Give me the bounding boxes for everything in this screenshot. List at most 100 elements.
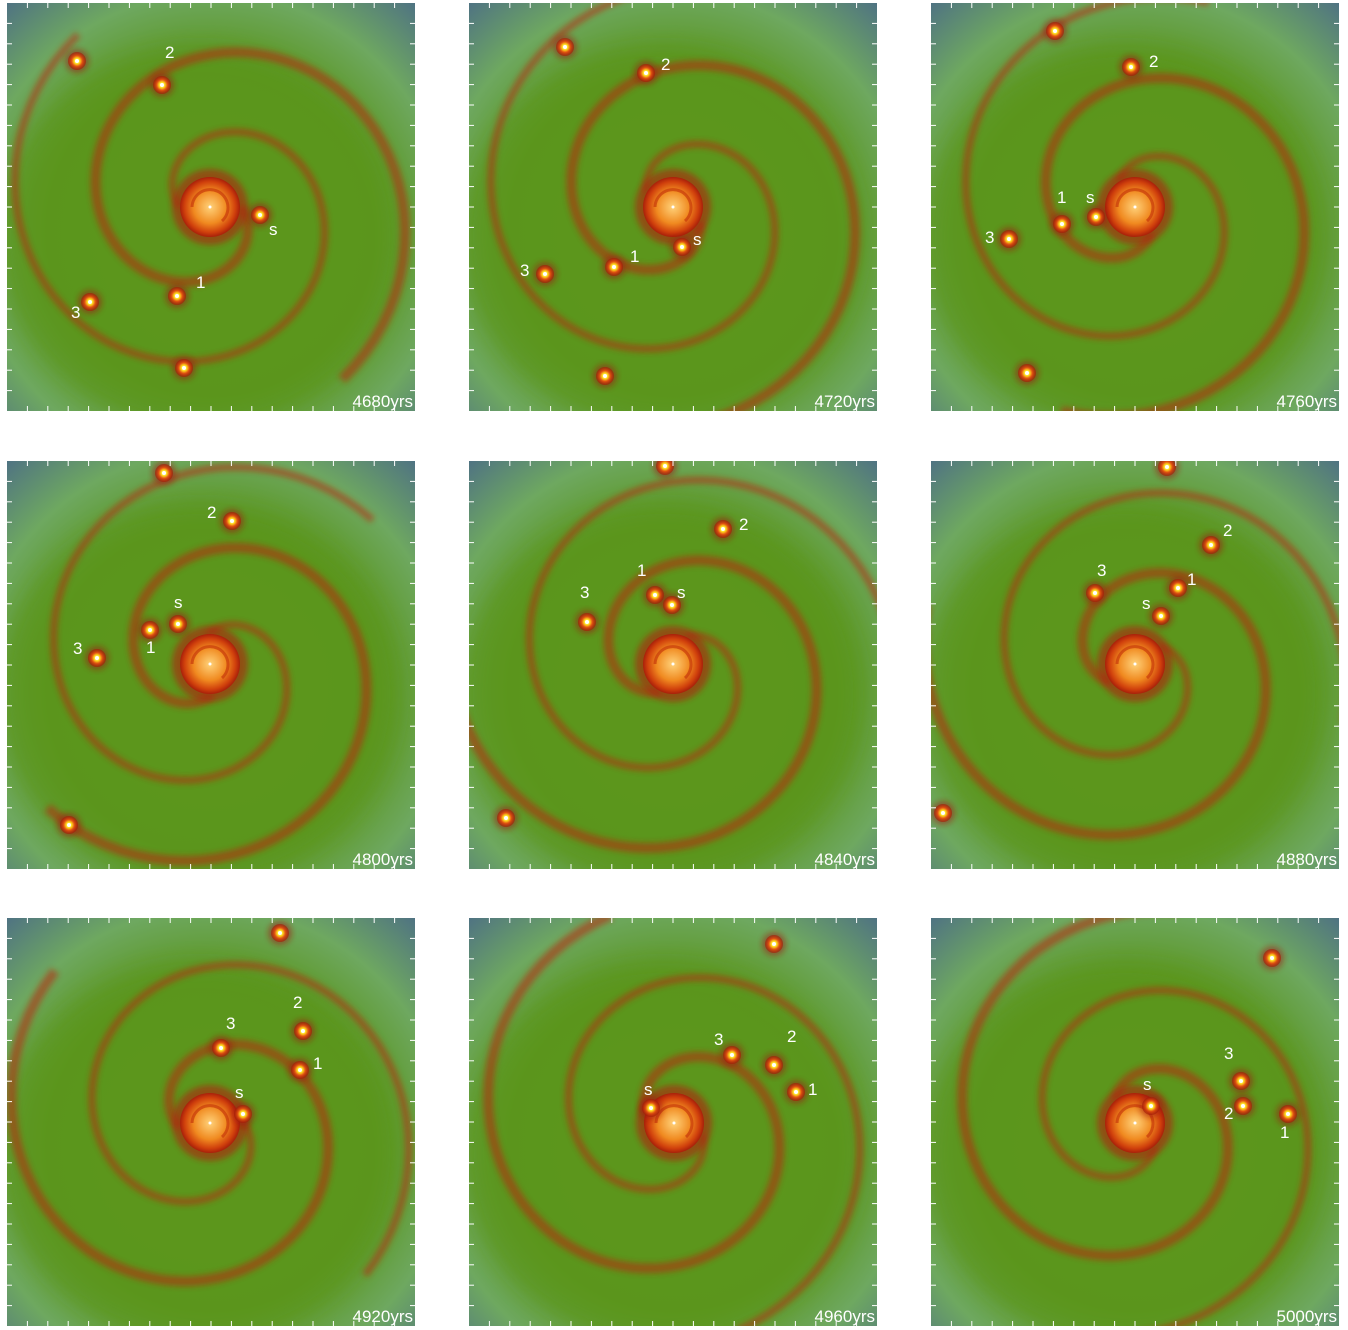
fragment-label: s bbox=[174, 593, 183, 612]
fragment-label: 3 bbox=[520, 261, 529, 280]
fragment-label: s bbox=[1086, 188, 1095, 207]
central-star bbox=[673, 1122, 676, 1125]
fragment-label: 3 bbox=[1224, 1044, 1233, 1063]
clump-core bbox=[182, 366, 186, 370]
clump-core bbox=[75, 59, 79, 63]
clump-core bbox=[1093, 591, 1097, 595]
fragment-label: 3 bbox=[71, 303, 80, 322]
clump-core bbox=[941, 811, 945, 815]
central-star bbox=[1134, 1122, 1137, 1125]
clump-core bbox=[721, 527, 725, 531]
clump-core bbox=[1270, 956, 1274, 960]
panel-content bbox=[0, 421, 455, 909]
clump-core bbox=[219, 1046, 223, 1050]
time-label: 4880yrs bbox=[1277, 850, 1337, 869]
clump-core bbox=[88, 300, 92, 304]
fragment-label: s bbox=[269, 220, 278, 239]
clump-core bbox=[794, 1090, 798, 1094]
central-star bbox=[209, 206, 212, 209]
fragment-label: 1 bbox=[196, 273, 205, 292]
clump-core bbox=[563, 45, 567, 49]
time-label: 4720yrs bbox=[815, 392, 875, 411]
fragment-label: s bbox=[644, 1080, 653, 1099]
clump-core bbox=[1286, 1112, 1290, 1116]
clump-core bbox=[241, 1112, 245, 1116]
central-star bbox=[209, 663, 212, 666]
clump-core bbox=[603, 374, 607, 378]
time-label: 4840yrs bbox=[815, 850, 875, 869]
clump-core bbox=[649, 1106, 653, 1110]
clump-core bbox=[730, 1053, 734, 1057]
simulation-panel: 2 s 1 3 4720yrs bbox=[429, 0, 917, 451]
clump-core bbox=[1053, 29, 1057, 33]
fragment-label: s bbox=[693, 230, 702, 249]
clump-core bbox=[1239, 1079, 1243, 1083]
fragment-label: 1 bbox=[808, 1080, 817, 1099]
fragment-label: 2 bbox=[787, 1027, 796, 1046]
central-star bbox=[1134, 663, 1137, 666]
panel-content bbox=[891, 0, 1348, 451]
time-label: 4680yrs bbox=[353, 392, 413, 411]
time-label: 4800yrs bbox=[353, 850, 413, 869]
central-star bbox=[209, 1122, 212, 1125]
fragment-label: 3 bbox=[714, 1030, 723, 1049]
simulation-panel: 2 1 s 3 4760yrs bbox=[891, 0, 1348, 451]
fragment-label: 1 bbox=[1057, 188, 1066, 207]
fragment-label: 3 bbox=[985, 228, 994, 247]
clump-core bbox=[644, 71, 648, 75]
clump-core bbox=[175, 294, 179, 298]
fragment-label: s bbox=[1142, 594, 1151, 613]
clump-core bbox=[1025, 371, 1029, 375]
clump-core bbox=[772, 1063, 776, 1067]
fragment-label: 2 bbox=[207, 503, 216, 522]
clump-core bbox=[504, 816, 508, 820]
clump-core bbox=[680, 245, 684, 249]
clump-core bbox=[543, 272, 547, 276]
clump-core bbox=[176, 622, 180, 626]
clump-core bbox=[1129, 65, 1133, 69]
figure: 2 s 1 3 4680yrs 2 s 1 3 4720yrs 2 1 s 3 4760yrs 2 s 1 3 480… bbox=[0, 0, 1348, 1330]
fragment-label: 1 bbox=[630, 247, 639, 266]
clump-core bbox=[772, 942, 776, 946]
clump-core bbox=[148, 628, 152, 632]
fragment-label: 3 bbox=[226, 1014, 235, 1033]
clump-core bbox=[1149, 1104, 1153, 1108]
clump-core bbox=[1060, 222, 1064, 226]
clump-core bbox=[1094, 215, 1098, 219]
clump-core bbox=[67, 823, 71, 827]
fragment-label: 1 bbox=[1280, 1123, 1289, 1142]
time-label: 4760yrs bbox=[1277, 392, 1337, 411]
clump-core bbox=[1241, 1104, 1245, 1108]
clump-core bbox=[301, 1029, 305, 1033]
fragment-label: s bbox=[1143, 1075, 1152, 1094]
clump-core bbox=[1159, 614, 1163, 618]
time-label: 5000yrs bbox=[1277, 1307, 1337, 1326]
fragment-label: 1 bbox=[637, 561, 646, 580]
panel-content bbox=[429, 878, 917, 1330]
clump-core bbox=[160, 83, 164, 87]
clump-core bbox=[258, 213, 262, 217]
clump-core bbox=[230, 519, 234, 523]
clump-core bbox=[278, 931, 282, 935]
clump-core bbox=[1165, 465, 1169, 469]
fragment-label: 2 bbox=[1149, 52, 1158, 71]
clump-core bbox=[612, 265, 616, 269]
fragment-label: 2 bbox=[661, 55, 670, 74]
fragment-label: 2 bbox=[739, 515, 748, 534]
central-star bbox=[672, 663, 675, 666]
fragment-label: 1 bbox=[146, 638, 155, 657]
fragment-label: 2 bbox=[1223, 521, 1232, 540]
fragment-label: s bbox=[235, 1083, 244, 1102]
clump-core bbox=[1209, 543, 1213, 547]
clump-core bbox=[663, 464, 667, 468]
simulation-panel: 2 3 1 s 4920yrs bbox=[0, 878, 455, 1330]
central-star bbox=[1134, 206, 1137, 209]
fragment-label: 2 bbox=[293, 993, 302, 1012]
time-label: 4920yrs bbox=[353, 1307, 413, 1326]
simulation-panel: 21s34840yrs bbox=[429, 421, 917, 909]
fragment-label: 1 bbox=[313, 1054, 322, 1073]
